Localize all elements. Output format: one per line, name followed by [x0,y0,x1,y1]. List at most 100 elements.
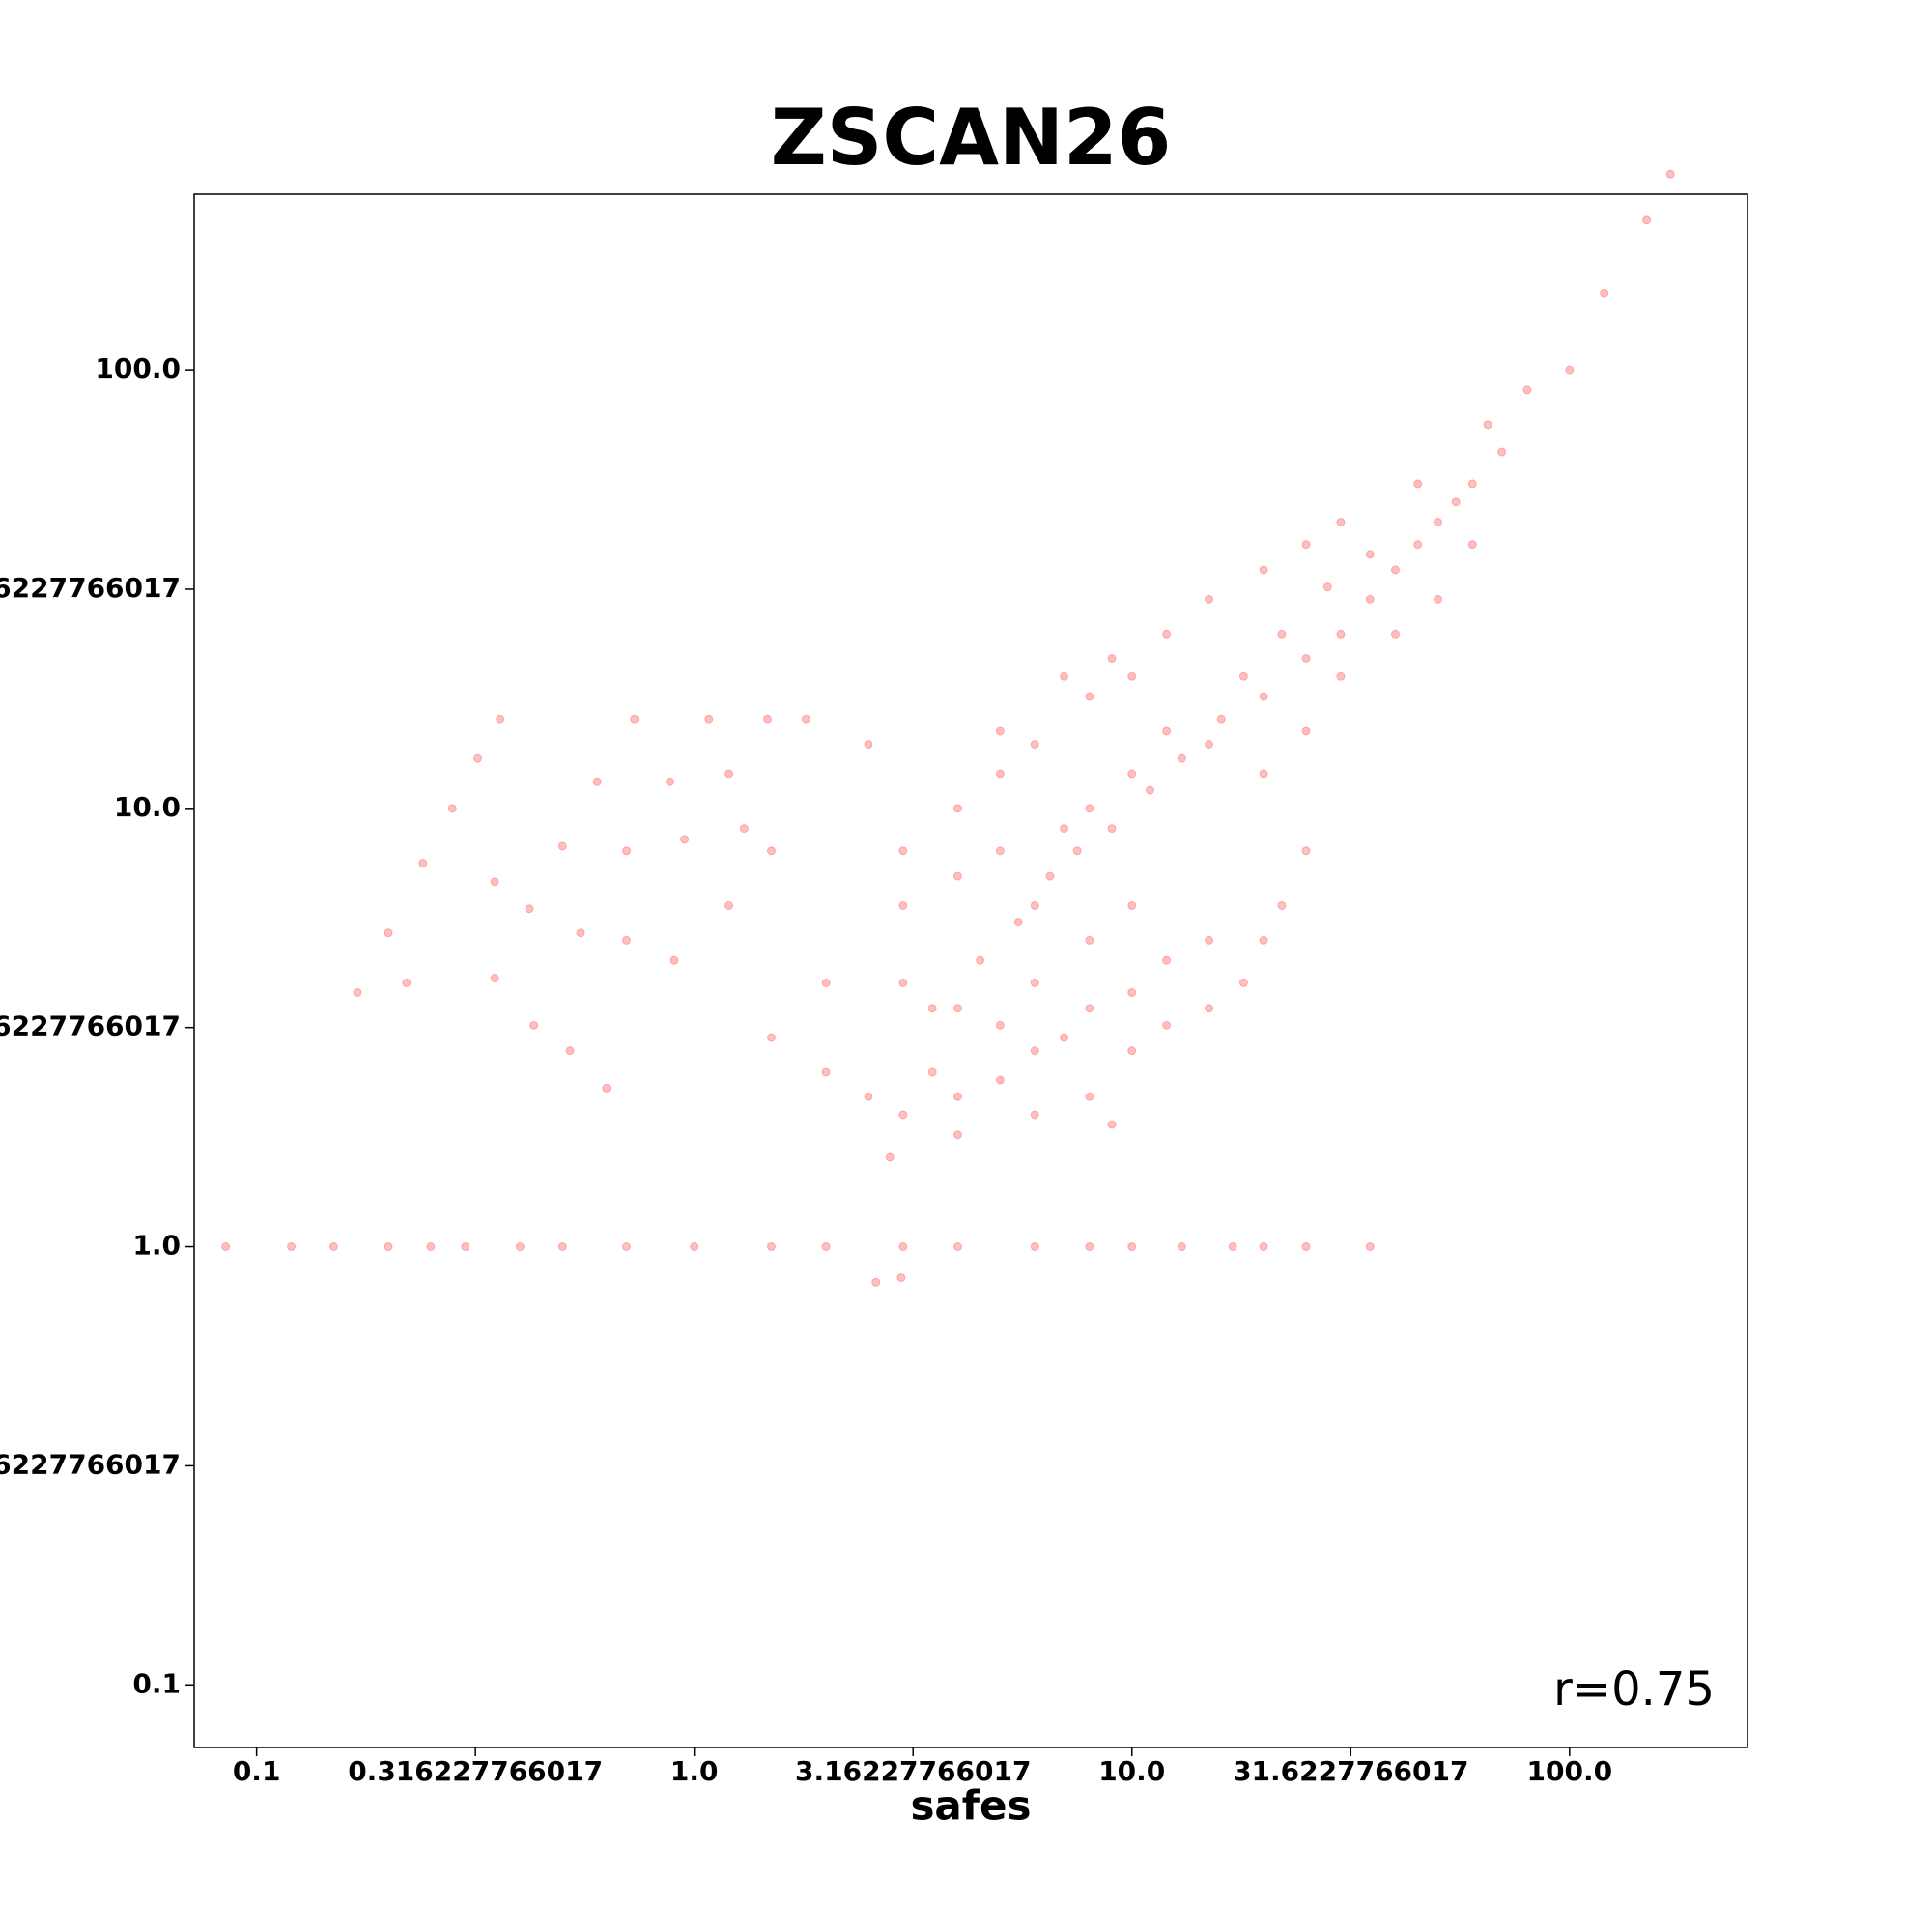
y-tick-label: 3.16227766017 [0,1010,181,1042]
point [1301,1242,1311,1252]
point [952,1004,962,1013]
y-tick-label: 31.6227766017 [0,572,181,604]
point [1205,594,1214,604]
point [885,1152,895,1162]
annotation: r=0.75 [1553,1662,1715,1717]
point [384,1242,393,1252]
point [864,740,873,750]
point [1259,692,1268,701]
point [515,1242,525,1252]
point [666,777,675,786]
point [724,769,734,779]
points [221,169,1675,1287]
point [1259,1242,1268,1252]
point [384,928,393,938]
point [426,1242,436,1252]
point [1665,169,1675,179]
point [1030,1046,1039,1056]
point [766,1033,776,1042]
point [525,904,534,914]
point [1205,935,1214,945]
point [1146,785,1155,795]
point [1391,565,1401,575]
point [1259,769,1268,779]
point [1413,540,1423,550]
point [1238,671,1248,681]
point [630,714,639,724]
point [995,726,1005,736]
point [1107,1120,1117,1129]
point [622,935,632,945]
x-tick-label: 100.0 [1527,1755,1613,1787]
point [898,900,908,910]
point [1127,1242,1137,1252]
x-tick-label: 3.16227766017 [795,1755,1031,1787]
y-tick-label: 10.0 [114,791,181,823]
point [447,804,457,813]
point [1277,900,1287,910]
point [1162,629,1172,639]
point [1336,671,1346,681]
point [1301,653,1311,663]
y-tick-label: 1.0 [132,1230,181,1262]
x-tick-label: 10.0 [1098,1755,1165,1787]
point [602,1083,611,1093]
point [496,714,505,724]
point [704,714,714,724]
point [1127,671,1137,681]
point [287,1242,297,1252]
point [461,1242,470,1252]
point [1467,479,1477,489]
x-tick-label: 31.6227766017 [1233,1755,1468,1787]
point [1322,582,1332,592]
point [576,928,585,938]
point [557,841,567,851]
point [1127,987,1137,997]
point [402,978,412,987]
point [1162,955,1172,965]
point [1085,1092,1094,1101]
point [690,1242,699,1252]
point [565,1046,575,1056]
point [952,1130,962,1140]
point [1642,215,1652,225]
point [766,1242,776,1252]
chart-title: ZSCAN26 [771,93,1172,183]
point [927,1067,937,1077]
point [1336,517,1346,526]
point [1205,1004,1214,1013]
point [1030,978,1039,987]
point [1483,420,1492,430]
point [952,804,962,813]
point [1045,871,1055,881]
point [1127,1046,1137,1056]
point [763,714,773,724]
point [821,978,831,987]
point [1060,824,1069,834]
point [898,1242,908,1252]
point [1177,753,1186,763]
point [995,1020,1005,1030]
point [490,974,499,983]
point [1259,935,1268,945]
point [680,835,690,844]
plot-frame [193,193,1748,1748]
point [1451,497,1461,507]
x-tick-label: 0.316227766017 [348,1755,603,1787]
point [669,955,679,965]
point [1600,288,1609,298]
point [1030,900,1039,910]
point [1085,1004,1094,1013]
point [739,824,749,834]
point [1433,594,1442,604]
point [1162,1020,1172,1030]
y-tick-label: 0.316227766017 [0,1448,181,1480]
point [1522,385,1532,395]
point [1565,365,1575,375]
point [418,859,428,868]
point [952,871,962,881]
point [1205,740,1214,750]
point [1085,1242,1094,1252]
point [1336,629,1346,639]
